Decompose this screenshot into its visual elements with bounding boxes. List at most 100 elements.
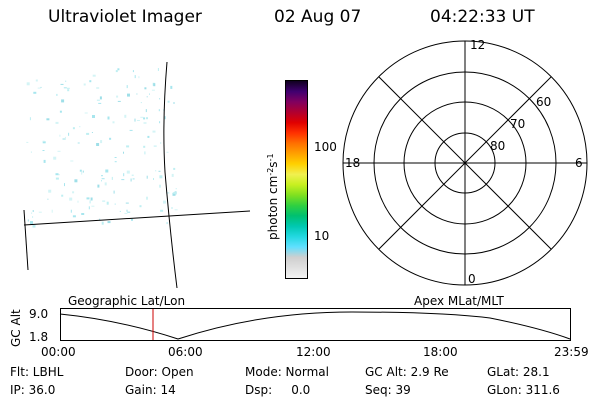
auroral-emission-speckles [26,68,178,228]
speckle [91,132,93,133]
speckle [77,142,80,144]
speckle [153,178,154,180]
speckle [127,93,130,97]
speckle [134,118,136,122]
speckle [138,76,140,79]
speckle [84,112,88,114]
speckle [30,221,33,225]
speckle [72,127,75,130]
speckle [136,120,140,121]
speckle [114,161,117,163]
speckle [86,132,90,135]
speckle [59,134,61,137]
speckle [90,197,93,201]
speckle [157,68,159,71]
speckle [132,70,134,73]
speckle [173,192,177,195]
speckle [129,129,133,131]
polar-diagonal-2 [378,76,552,250]
speckle [72,215,76,218]
speckle [38,211,42,213]
alt-y-axis-label: GC Alt [9,309,23,347]
speckle [57,150,61,152]
speckle [69,197,73,201]
speckle [29,117,31,121]
svg-text:photon cm-2s-1: photon cm-2s-1 [266,153,281,240]
speckle [64,183,65,187]
mlt-label-18: 18 [345,156,360,170]
speckle [166,222,168,225]
speckle [89,200,91,204]
speckle [48,189,52,193]
speckle [68,132,70,136]
speckle [101,178,105,180]
speckle [146,196,148,200]
speckle [123,151,124,154]
speckle [64,136,66,140]
speckle [175,188,177,190]
colorbar-tick-100: 100 [314,140,337,154]
speckle [30,151,32,153]
speckle [149,93,150,95]
speckle [163,200,166,204]
longitude-line-center [163,61,178,289]
speckle [127,211,131,213]
speckle [42,150,45,151]
alt-plot-right-title: Apex MLat/MLT [414,294,504,308]
speckle [171,207,173,209]
speckle [97,184,100,188]
speckle [26,82,30,86]
info-mode: Mode: Normal [245,365,329,379]
speckle [159,175,163,179]
speckle [100,140,103,144]
speckle [114,203,116,205]
speckle [74,179,78,183]
speckle [173,167,176,170]
speckle [107,116,110,120]
speckle [31,212,33,214]
speckle [92,115,95,118]
speckle [153,145,157,147]
speckle [160,142,162,144]
speckle [66,87,70,89]
altitude-curve [59,311,571,340]
speckle [158,170,161,172]
speckle [55,121,59,124]
speckle [92,74,96,77]
speckle [88,206,90,210]
speckle [79,126,81,128]
speckle [37,87,41,89]
alt-y-tick-1-8: 1.8 [29,330,49,344]
colorbar-tick-10: 10 [314,229,330,243]
speckle [119,210,121,212]
speckle [145,109,147,113]
speckle [146,96,148,98]
speckle [144,87,147,90]
speckle [139,205,142,208]
speckle [174,209,178,211]
speckle [96,87,100,89]
speckle [109,137,112,140]
lat-label-70: 70 [510,117,525,131]
speckle [32,224,36,228]
speckle [61,194,64,197]
speckle [164,116,166,120]
speckle [107,221,111,224]
speckle [27,219,29,222]
speckle [105,169,109,173]
info-seq: Seq: 39 [365,383,411,397]
speckle [86,197,90,200]
speckle [152,130,156,133]
alt-x-tick-1800: 18:00 [423,345,458,359]
alt-plot-left-title: Geographic Lat/Lon [68,294,186,308]
speckle [121,179,125,181]
speckle [171,173,174,177]
speckle [40,86,42,88]
speckle [126,209,128,212]
speckle [151,89,155,91]
info-ip: IP: 36.0 [10,383,56,397]
speckle [101,175,103,177]
latitude-line [23,210,251,226]
speckle [65,80,67,82]
speckle [159,98,161,100]
